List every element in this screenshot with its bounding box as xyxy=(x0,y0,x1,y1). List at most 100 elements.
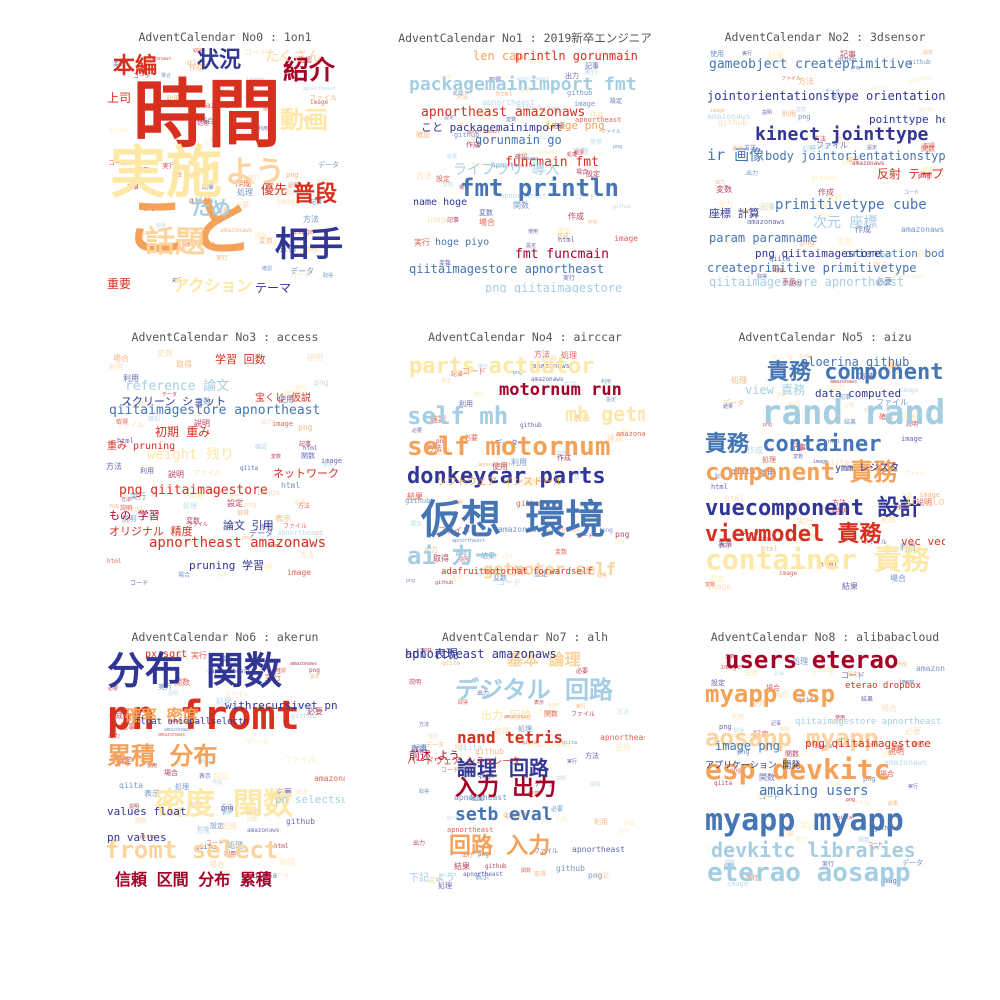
wordcloud-filler: amazonaws xyxy=(616,430,645,438)
wordcloud-word: 普段 xyxy=(293,182,338,207)
wordcloud-filler: 表示 xyxy=(275,514,291,523)
wordcloud-word: fmt funcmain xyxy=(515,247,609,262)
wordcloud-filler: 処理 xyxy=(273,239,287,247)
wordcloud-word: 実施 xyxy=(110,141,222,206)
wordcloud-filler: 結果 xyxy=(574,150,585,156)
wordcloud-filler: 記事 xyxy=(299,441,312,448)
wordcloud-filler: データ xyxy=(492,735,516,744)
wordcloud-filler: 必要 xyxy=(464,434,478,442)
wordcloud-word: myapp myapp xyxy=(705,803,904,838)
wordcloud-filler: 記事 xyxy=(252,708,265,715)
wordcloud-filler: amazonaws xyxy=(196,101,240,110)
wordcloud-filler: 出力 xyxy=(715,180,726,186)
wordcloud-filler: png xyxy=(506,811,521,820)
wordcloud-filler: 方法 xyxy=(426,444,442,453)
wordcloud-filler: 関数 xyxy=(255,233,268,240)
panel-title: AdventCalendar No5 : aizu xyxy=(738,330,912,344)
wordcloud-filler: 変数 xyxy=(891,745,904,752)
wordcloud-word: qiitaimagestore apnortheast xyxy=(795,717,942,727)
wordcloud-word: スクリーン ショット xyxy=(121,395,227,408)
wordcloud-filler: 必要 xyxy=(786,501,802,510)
wordcloud-filler: 説明 xyxy=(882,752,893,758)
wordcloud-filler: コード xyxy=(244,48,268,57)
wordcloud-filler: コード xyxy=(590,152,606,158)
wordcloud-filler: 方法 xyxy=(303,215,319,224)
wordcloud-filler: 確認 xyxy=(298,56,312,64)
wordcloud-word: apnortheast amazonaws xyxy=(149,535,327,551)
wordcloud-word: eterao aosapp xyxy=(707,858,911,888)
wordcloud-filler: ファイル xyxy=(816,141,848,150)
wordcloud-filler: 使用 xyxy=(740,209,751,215)
wordcloud-filler: データ xyxy=(318,161,339,169)
wordcloud-filler: image xyxy=(321,457,343,465)
wordcloud-filler: png xyxy=(221,804,234,812)
wordcloud-word: アクション xyxy=(173,276,253,294)
wordcloud-filler: 変数 xyxy=(493,574,507,582)
wordcloud-panel-3: AdventCalendar No3 : access image 説明 設定 png 取… xyxy=(105,330,345,600)
wordcloud-word: 反射 テープ xyxy=(877,167,944,181)
wordcloud-filler: 記事 xyxy=(288,183,299,189)
wordcloud-filler: 説明 xyxy=(762,110,773,116)
wordcloud-filler: html xyxy=(117,437,134,445)
wordcloud-filler: apnortheast xyxy=(516,76,550,82)
wordcloud-filler: github xyxy=(471,135,497,143)
wordcloud-filler: データ xyxy=(494,439,518,448)
wordcloud-word: funcmain fmt xyxy=(505,155,599,170)
wordcloud-filler: コード xyxy=(462,367,486,376)
wordcloud-word: もの 学習 xyxy=(109,509,160,522)
wordcloud-filler: 取得 xyxy=(305,245,321,254)
wordcloud-filler: 方法 xyxy=(617,709,630,716)
wordcloud-word: users eterao xyxy=(725,648,899,674)
wordcloud-filler: 表示 xyxy=(180,113,196,122)
wordcloud-filler: 関数 xyxy=(557,451,568,457)
wordcloud-filler: 関数 xyxy=(422,648,433,653)
panel-title: AdventCalendar No4 : airccar xyxy=(428,330,622,344)
wordcloud-filler: 説明 xyxy=(534,108,550,117)
wordcloud-filler: image xyxy=(272,420,294,428)
wordcloud-filler: 使用 xyxy=(454,744,467,751)
wordcloud-word: 次元 座標 xyxy=(813,215,878,231)
wordcloud-filler: apnortheast xyxy=(600,733,645,742)
wordcloud-filler: html xyxy=(269,543,282,549)
wordcloud-filler: 作成 xyxy=(109,712,123,720)
wordcloud-filler: amazonaws xyxy=(158,732,186,738)
wordcloud-filler: データ xyxy=(534,780,555,788)
panel-title: AdventCalendar No7 : alh xyxy=(441,630,609,644)
wordcloud-filler: 実行 xyxy=(787,401,801,409)
wordcloud-filler: image xyxy=(817,212,833,218)
wordcloud: image 説明 設定 png 取得 取得 ファイル html png 作成 方法 実行 png imag… xyxy=(105,348,345,593)
wordcloud-filler: 変数 xyxy=(725,654,736,660)
wordcloud-word: 信頼 区間 分布 累積 xyxy=(115,870,272,889)
wordcloud-word: values float xyxy=(107,805,187,818)
wordcloud-word: jointorientationstype orientation xyxy=(707,89,945,103)
wordcloud: 記事 場合 実行 コード 説明 作成 image png 記事 github コード 作成 場合 データ必… xyxy=(705,648,945,893)
wordcloud-word: orientation body xyxy=(845,247,945,260)
wordcloud-filler: 利用 xyxy=(166,95,180,103)
wordcloud-filler: 必要 xyxy=(541,355,557,364)
wordcloud-filler: github xyxy=(874,825,896,832)
wordcloud-filler: 結果 xyxy=(436,448,450,456)
wordcloud-filler: 方法 xyxy=(534,350,550,359)
panel-title: AdventCalendar No6 : akerun xyxy=(131,630,319,644)
wordcloud-filler: 必要 xyxy=(294,499,307,506)
wordcloud-filler: 作成 xyxy=(521,479,537,488)
wordcloud-filler: 使用 xyxy=(710,50,724,58)
wordcloud-filler: html xyxy=(828,439,841,445)
wordcloud-word: reference 論文 xyxy=(125,379,230,394)
wordcloud-filler: png xyxy=(602,527,613,534)
wordcloud-filler: 説明 xyxy=(409,679,422,686)
wordcloud-filler: 作成 xyxy=(855,225,871,234)
wordcloud-filler: 確認 xyxy=(229,495,240,501)
wordcloud-word: name hoge xyxy=(413,197,468,208)
wordcloud-filler: 方法 xyxy=(456,94,469,101)
wordcloud-filler: 使用 xyxy=(776,392,789,399)
wordcloud-word: container 責務 xyxy=(705,543,930,576)
wordcloud-filler: 場合 xyxy=(200,117,214,125)
wordcloud-filler: 作成 xyxy=(109,504,120,510)
wordcloud-filler: 表示 xyxy=(790,406,801,412)
wordcloud-filler: 結果 xyxy=(844,419,857,426)
wordcloud-filler: 実行 xyxy=(584,68,598,76)
wordcloud-filler: 実行 xyxy=(742,51,753,57)
wordcloud-filler: html xyxy=(496,90,513,98)
wordcloud-word: 座標 計算 xyxy=(709,207,760,220)
